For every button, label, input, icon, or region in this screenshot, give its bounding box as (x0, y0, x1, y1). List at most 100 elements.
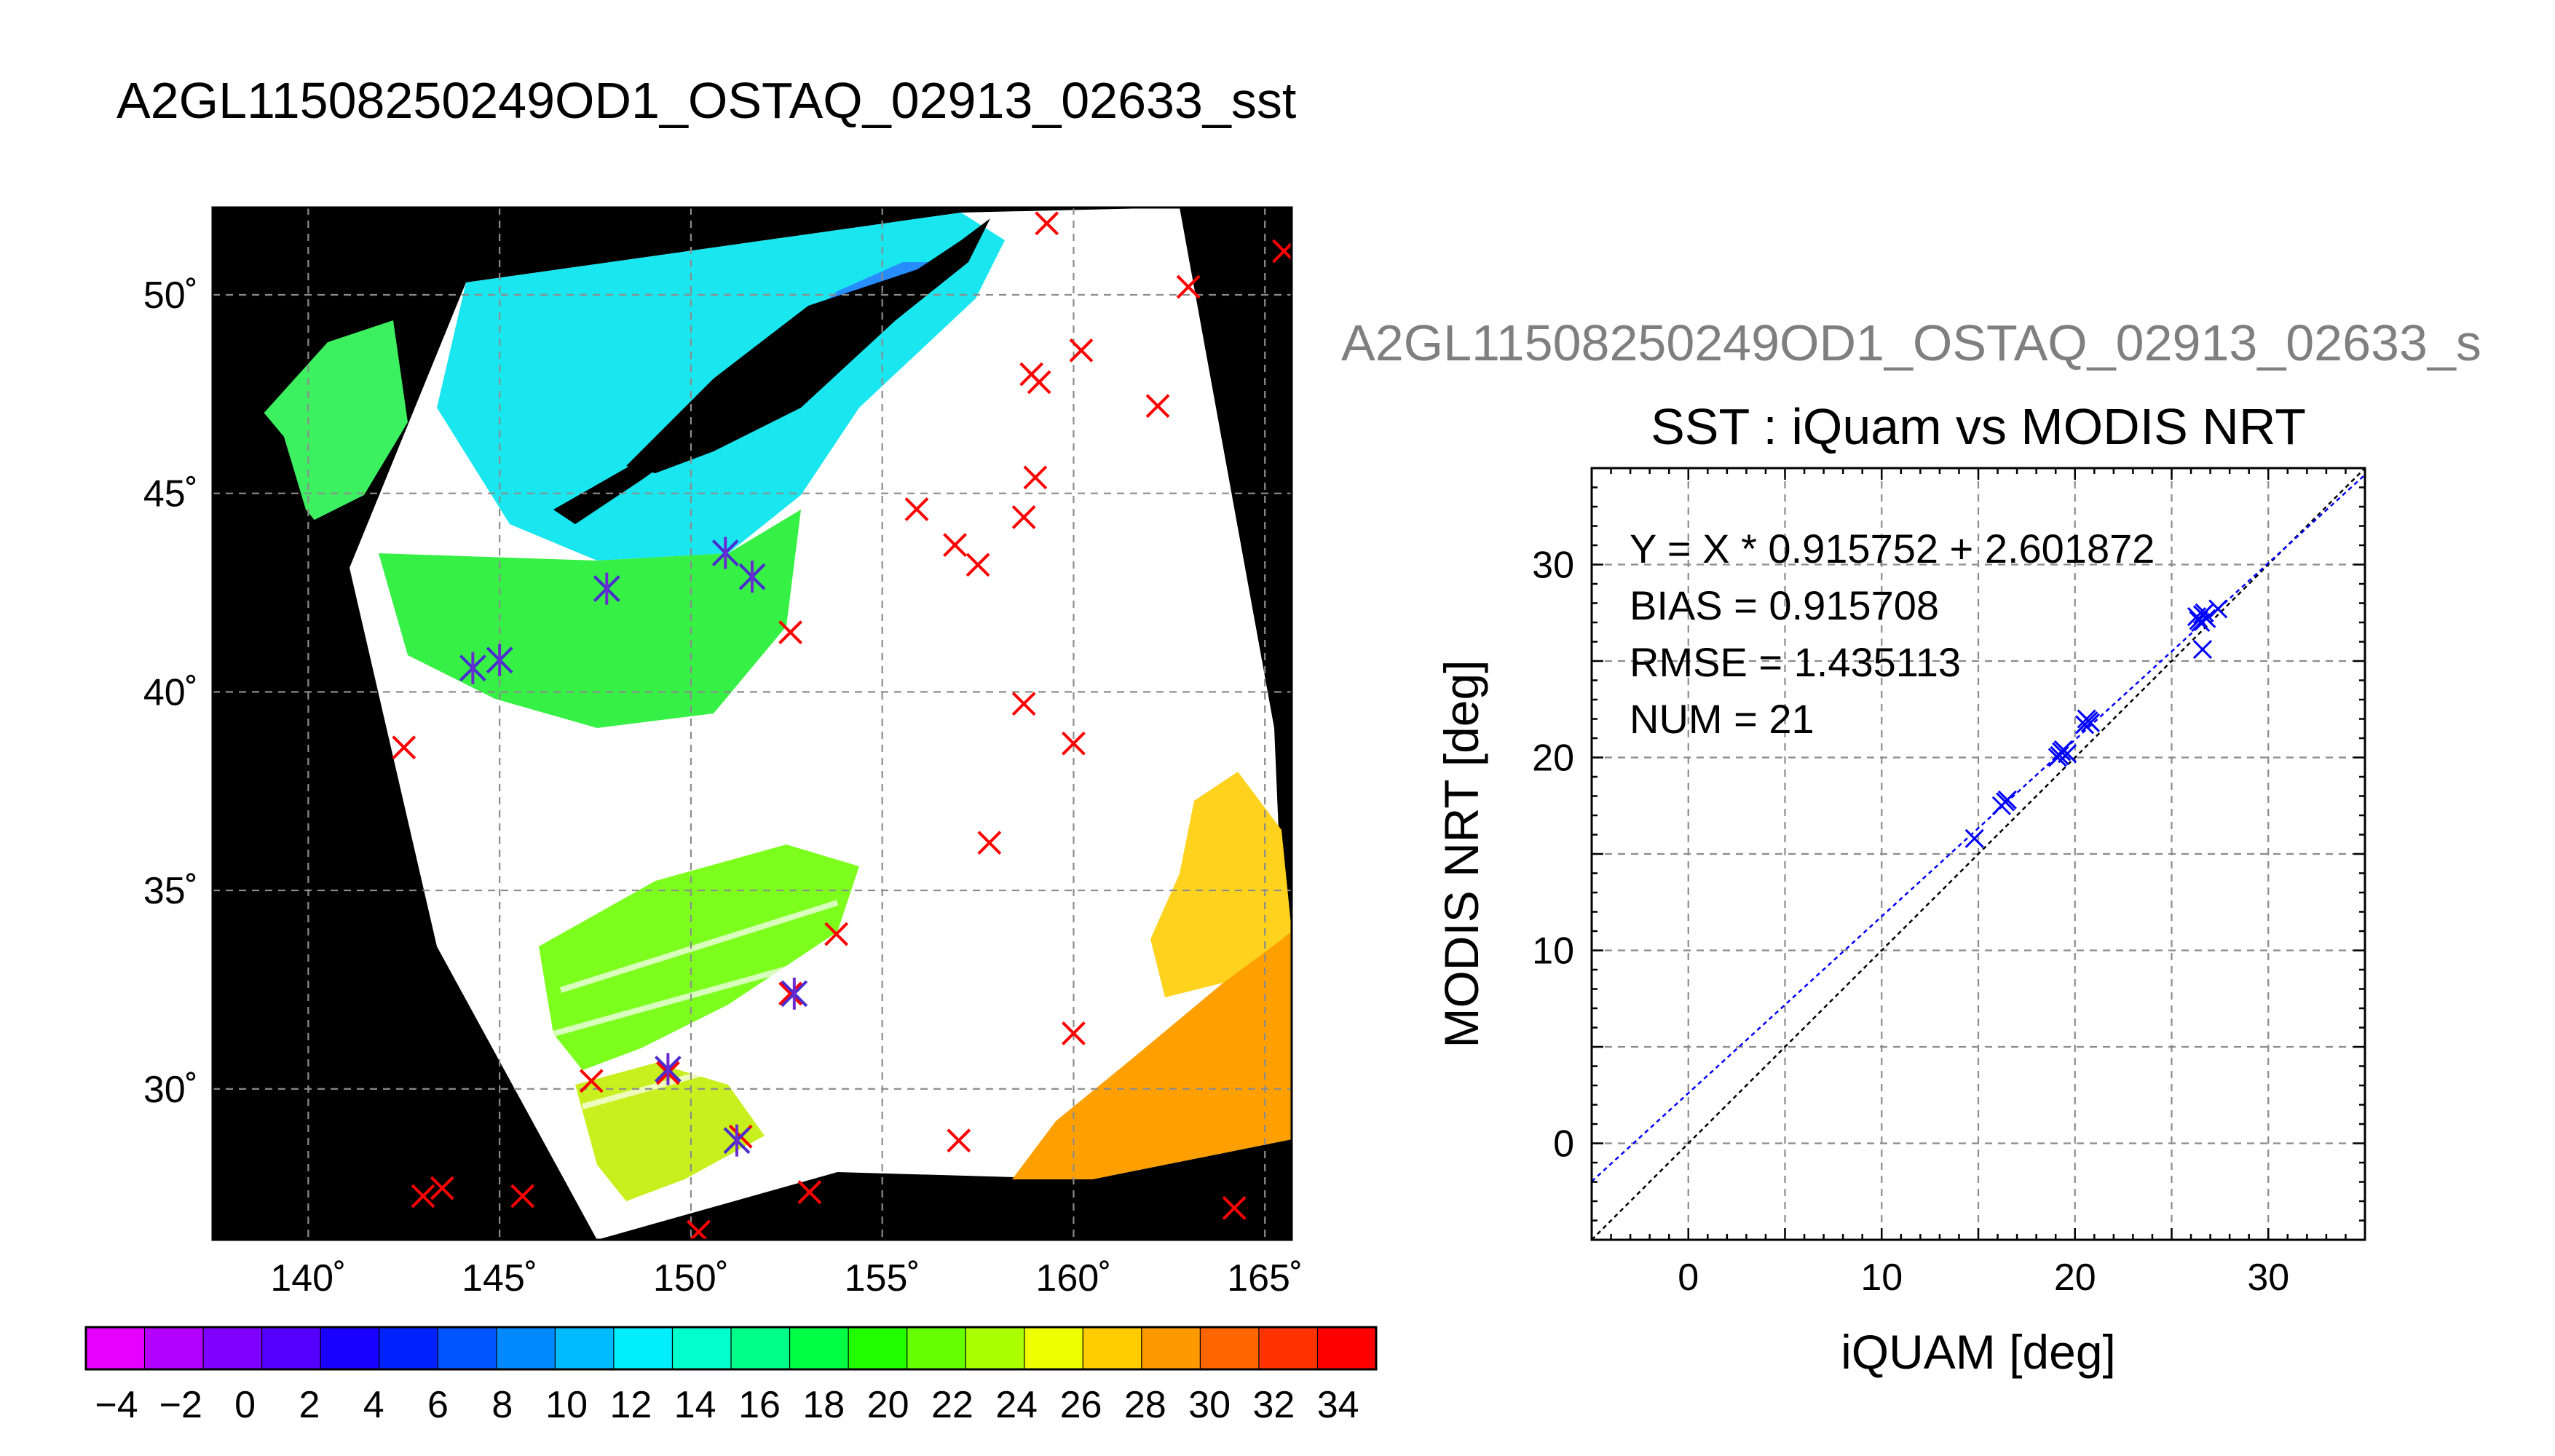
colorbar-cell (1200, 1327, 1260, 1369)
y-tick-label: 0 (1553, 1123, 1574, 1166)
colorbar-cell (203, 1327, 263, 1369)
lat-tick-label: 45˚ (143, 473, 198, 515)
scatter-point (2208, 599, 2228, 619)
map-red-marker (778, 981, 802, 1006)
map-purple-marker (654, 1053, 682, 1085)
colorbar-cell (965, 1327, 1025, 1369)
x-tick-label: 10 (1860, 1257, 1903, 1299)
lon-tick-label: 160˚ (1035, 1257, 1111, 1299)
map-red-marker (579, 1069, 604, 1093)
scatter-point (2080, 713, 2101, 732)
map-purple-marker (781, 977, 808, 1010)
stats-bias: BIAS = 0.915708 (1630, 582, 1939, 628)
map-purple-marker (486, 644, 513, 676)
lon-tick-label: 155˚ (845, 1257, 920, 1299)
x-tick-label: 0 (1678, 1257, 1699, 1299)
map-red-marker (1023, 465, 1048, 490)
y-axis-label: MODIS NRT [deg] (1434, 660, 1488, 1048)
map-red-marker (430, 1176, 454, 1200)
y-tick-label: 20 (1532, 737, 1574, 780)
map-red-marker (1027, 370, 1051, 395)
colorbar-label: 26 (1060, 1384, 1102, 1426)
sst-green-region-nw (262, 320, 408, 524)
colorbar-label: 8 (491, 1384, 513, 1426)
colorbar-labels: −4 −2 0 2 4 6 8 10 12 14 16 18 20 22 24 26 28 30 32 34 (95, 1384, 1359, 1426)
colorbar-label: −4 (95, 1384, 138, 1426)
sst-orange-southeast (1012, 932, 1292, 1179)
sst-map: 140˚ 145˚ 150˚ 155˚ 160˚ 165˚ 30˚ 35˚ 40… (143, 206, 1303, 1299)
colorbar-cell (144, 1327, 204, 1369)
map-red-marker (965, 553, 990, 577)
scatter-point (2197, 609, 2216, 628)
lon-tick-label: 165˚ (1227, 1257, 1303, 1299)
scatter-point (2058, 744, 2077, 764)
regression-fit-line (1592, 474, 2365, 1182)
map-red-marker (1176, 274, 1201, 299)
colorbar-cell (555, 1327, 615, 1369)
map-red-marker (510, 1184, 535, 1208)
lat-tick-label: 50˚ (143, 274, 198, 317)
colorbar: −4 −2 0 2 4 6 8 10 12 14 16 18 20 22 24 26 28 30 32 34 (84, 1326, 1378, 1426)
map-purple-marker (711, 537, 739, 569)
x-tick-label: 30 (2247, 1257, 2289, 1299)
y-tick-label: 10 (1532, 930, 1574, 973)
colorbar-cell (731, 1327, 791, 1369)
map-red-marker (977, 831, 1002, 855)
colorbar-label: 16 (738, 1384, 781, 1426)
land-west (213, 393, 342, 582)
scatter-point (1997, 790, 2017, 810)
lat-tick-label: 35˚ (143, 870, 198, 912)
colorbar-label: 22 (931, 1384, 974, 1426)
map-purple-marker (738, 561, 766, 593)
colorbar-cell (1083, 1327, 1142, 1369)
main-title: A2GL11508250249OD1_OSTAQ_02913_02633_sst (117, 72, 1296, 129)
map-red-marker (392, 735, 416, 760)
lon-tick-label: 150˚ (653, 1257, 729, 1299)
stats-rmse: RMSE = 1.435113 (1630, 639, 1961, 685)
map-red-marker (778, 620, 802, 644)
colorbar-cell (1317, 1327, 1377, 1369)
colorbar-label: 20 (867, 1384, 909, 1426)
map-red-marker (1035, 211, 1059, 236)
map-red-marker (943, 533, 967, 557)
map-red-marker (824, 922, 849, 946)
map-red-marker (1011, 692, 1036, 716)
scatter-point (2191, 612, 2211, 633)
scatter-plot: 0 10 20 30 0 10 20 30 Y = X * 0.915752 + 2.6018… (1434, 467, 2366, 1379)
map-purple-marker (723, 1124, 751, 1157)
land-kuril-chain (553, 430, 699, 524)
map-red-marker (1145, 394, 1170, 419)
colorbar-label: 30 (1188, 1384, 1231, 1426)
colorbar-label: 10 (545, 1384, 588, 1426)
colorbar-label: 12 (609, 1384, 652, 1426)
colorbar-label: 28 (1124, 1384, 1166, 1426)
map-purple-marker (593, 572, 620, 605)
colorbar-label: 2 (299, 1384, 320, 1426)
colorbar-label: 0 (234, 1384, 256, 1426)
map-tick-labels: 140˚ 145˚ 150˚ 155˚ 160˚ 165˚ 30˚ 35˚ 40… (143, 274, 1303, 1299)
scatter-point (1964, 828, 1984, 848)
map-red-marker (947, 1128, 971, 1153)
colorbar-cell (789, 1327, 849, 1369)
map-red-marker (1062, 731, 1086, 756)
map-purple-marker (459, 652, 486, 684)
scatter-points (1964, 599, 2228, 848)
colorbar-cell (848, 1327, 908, 1369)
scatter-file-title: A2GL11508250249OD1_OSTAQ_02913_02633_s (1341, 314, 2481, 371)
colorbar-cell (613, 1327, 674, 1369)
colorbar-cell (907, 1327, 966, 1369)
colorbar-frame (84, 1326, 1378, 1371)
scatter-point (2192, 640, 2213, 660)
colorbar-label: 4 (363, 1384, 384, 1426)
lon-tick-label: 140˚ (270, 1257, 346, 1299)
scatter-point (2195, 603, 2214, 622)
map-grid (213, 207, 1292, 1240)
colorbar-cell (320, 1327, 380, 1369)
stats-equation: Y = X * 0.915752 + 2.601872 (1630, 526, 2155, 571)
map-markers (392, 211, 1292, 1240)
map-red-marker (1069, 338, 1094, 363)
scatter-ticks: 0 10 20 30 0 10 20 30 (1532, 467, 2366, 1299)
sst-green-region-north (379, 510, 801, 728)
map-red-marker (797, 1180, 822, 1204)
